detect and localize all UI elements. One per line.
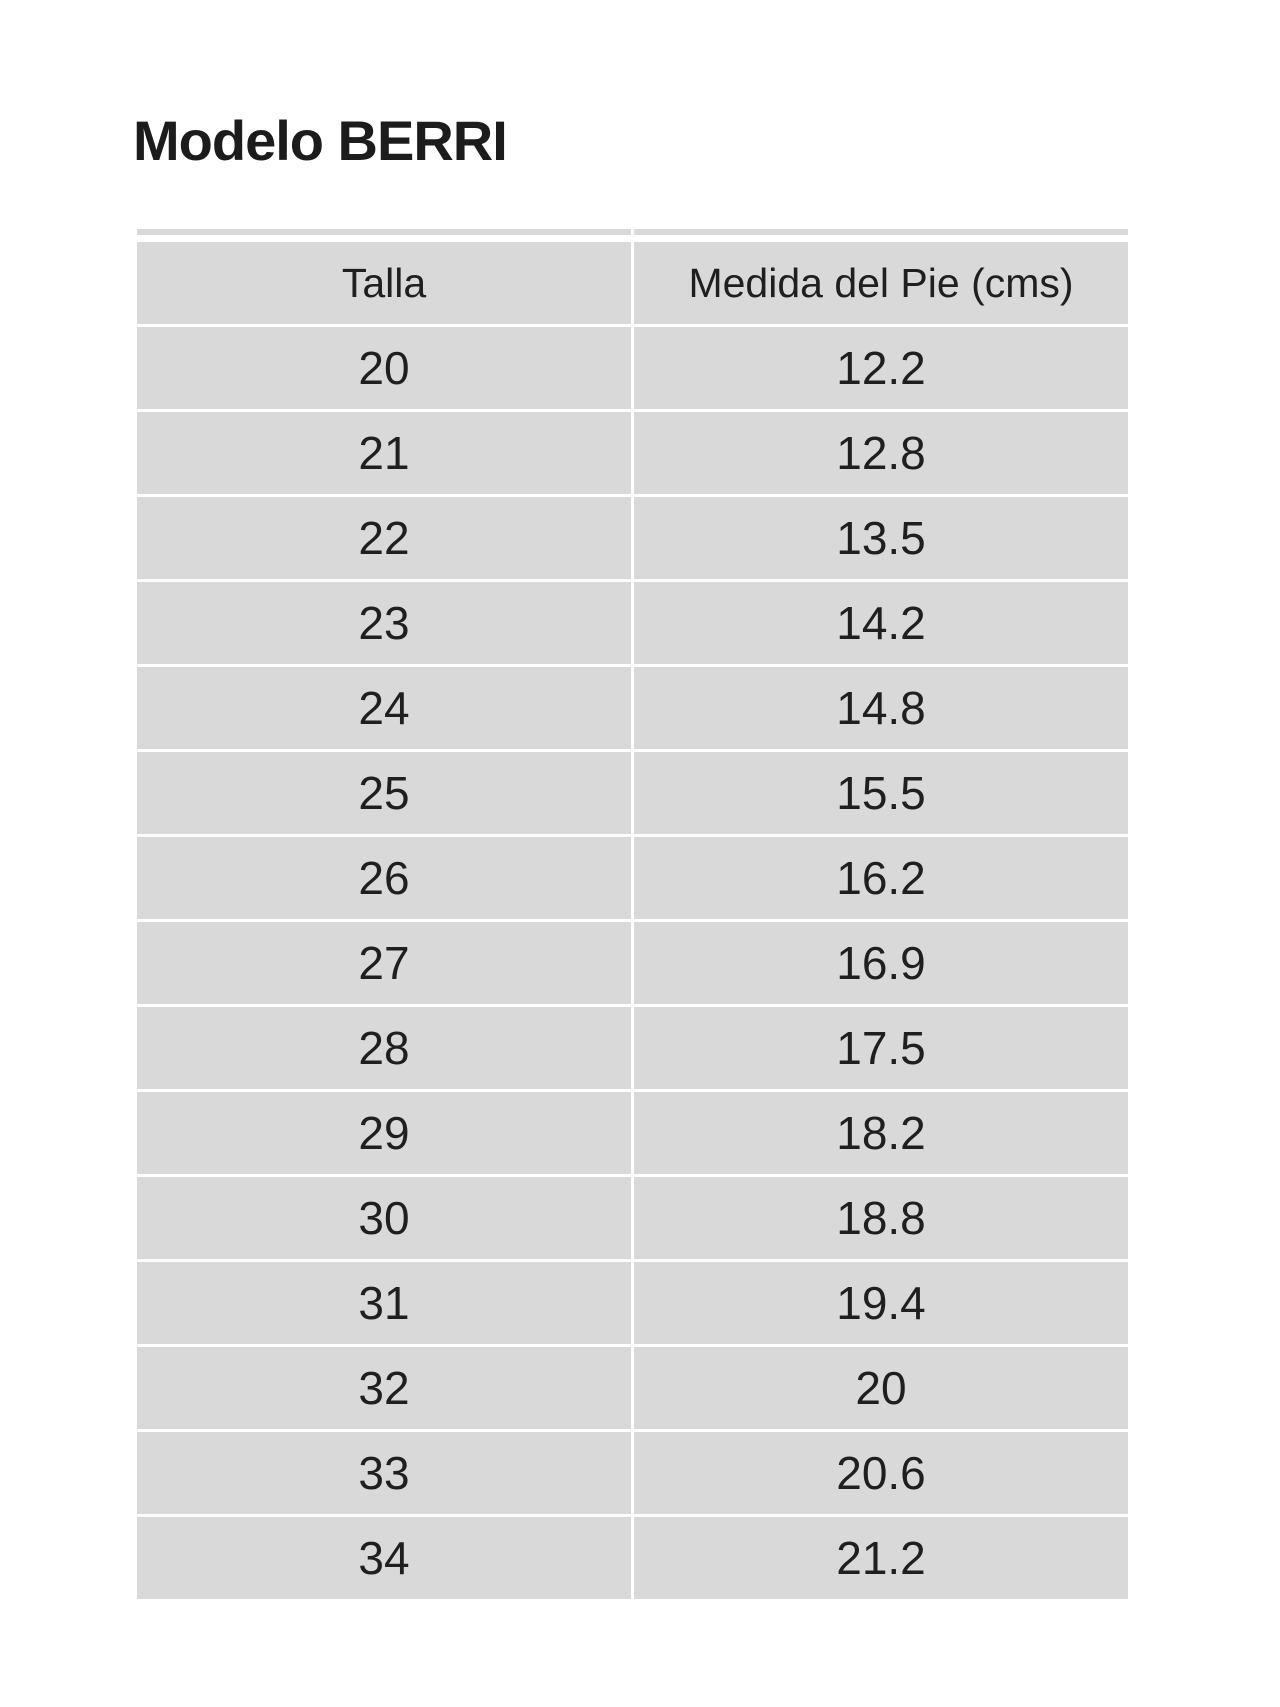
size-cell: 26 <box>137 837 631 919</box>
measure-cell: 20.6 <box>634 1432 1128 1514</box>
table-row: 27 16.9 <box>137 922 1128 1004</box>
table-top-strip <box>137 229 1128 235</box>
page-title: Modelo BERRI <box>133 109 508 172</box>
measure-cell: 16.2 <box>634 837 1128 919</box>
size-cell: 31 <box>137 1262 631 1344</box>
measure-cell: 17.5 <box>634 1007 1128 1089</box>
table-row: 25 15.5 <box>137 752 1128 834</box>
measure-cell: 19.4 <box>634 1262 1128 1344</box>
size-cell: 30 <box>137 1177 631 1259</box>
measure-cell: 15.5 <box>634 752 1128 834</box>
measure-cell: 21.2 <box>634 1517 1128 1599</box>
size-cell: 24 <box>137 667 631 749</box>
size-cell: 33 <box>137 1432 631 1514</box>
strip-cell <box>137 229 631 235</box>
size-cell: 27 <box>137 922 631 1004</box>
table-row: 34 21.2 <box>137 1517 1128 1599</box>
table-row: 32 20 <box>137 1347 1128 1429</box>
table-row: 26 16.2 <box>137 837 1128 919</box>
table-row: 21 12.8 <box>137 412 1128 494</box>
column-header-medida: Medida del Pie (cms) <box>634 242 1128 324</box>
size-cell: 34 <box>137 1517 631 1599</box>
size-cell: 21 <box>137 412 631 494</box>
measure-cell: 13.5 <box>634 497 1128 579</box>
table-row: 22 13.5 <box>137 497 1128 579</box>
table-row: 31 19.4 <box>137 1262 1128 1344</box>
measure-cell: 16.9 <box>634 922 1128 1004</box>
size-chart-table: Talla Medida del Pie (cms) 20 12.2 21 12… <box>137 229 1128 1599</box>
table-row: 23 14.2 <box>137 582 1128 664</box>
measure-cell: 14.2 <box>634 582 1128 664</box>
strip-cell <box>634 229 1128 235</box>
measure-cell: 12.8 <box>634 412 1128 494</box>
table-header-row: Talla Medida del Pie (cms) <box>137 242 1128 324</box>
table-row: 30 18.8 <box>137 1177 1128 1259</box>
size-cell: 25 <box>137 752 631 834</box>
size-cell: 22 <box>137 497 631 579</box>
table-row: 33 20.6 <box>137 1432 1128 1514</box>
column-header-talla: Talla <box>137 242 631 324</box>
measure-cell: 20 <box>634 1347 1128 1429</box>
size-cell: 32 <box>137 1347 631 1429</box>
measure-cell: 12.2 <box>634 327 1128 409</box>
measure-cell: 18.8 <box>634 1177 1128 1259</box>
size-cell: 29 <box>137 1092 631 1174</box>
table-row: 29 18.2 <box>137 1092 1128 1174</box>
measure-cell: 18.2 <box>634 1092 1128 1174</box>
table-row: 20 12.2 <box>137 327 1128 409</box>
size-cell: 20 <box>137 327 631 409</box>
table-row: 24 14.8 <box>137 667 1128 749</box>
size-cell: 23 <box>137 582 631 664</box>
table-row: 28 17.5 <box>137 1007 1128 1089</box>
size-cell: 28 <box>137 1007 631 1089</box>
measure-cell: 14.8 <box>634 667 1128 749</box>
